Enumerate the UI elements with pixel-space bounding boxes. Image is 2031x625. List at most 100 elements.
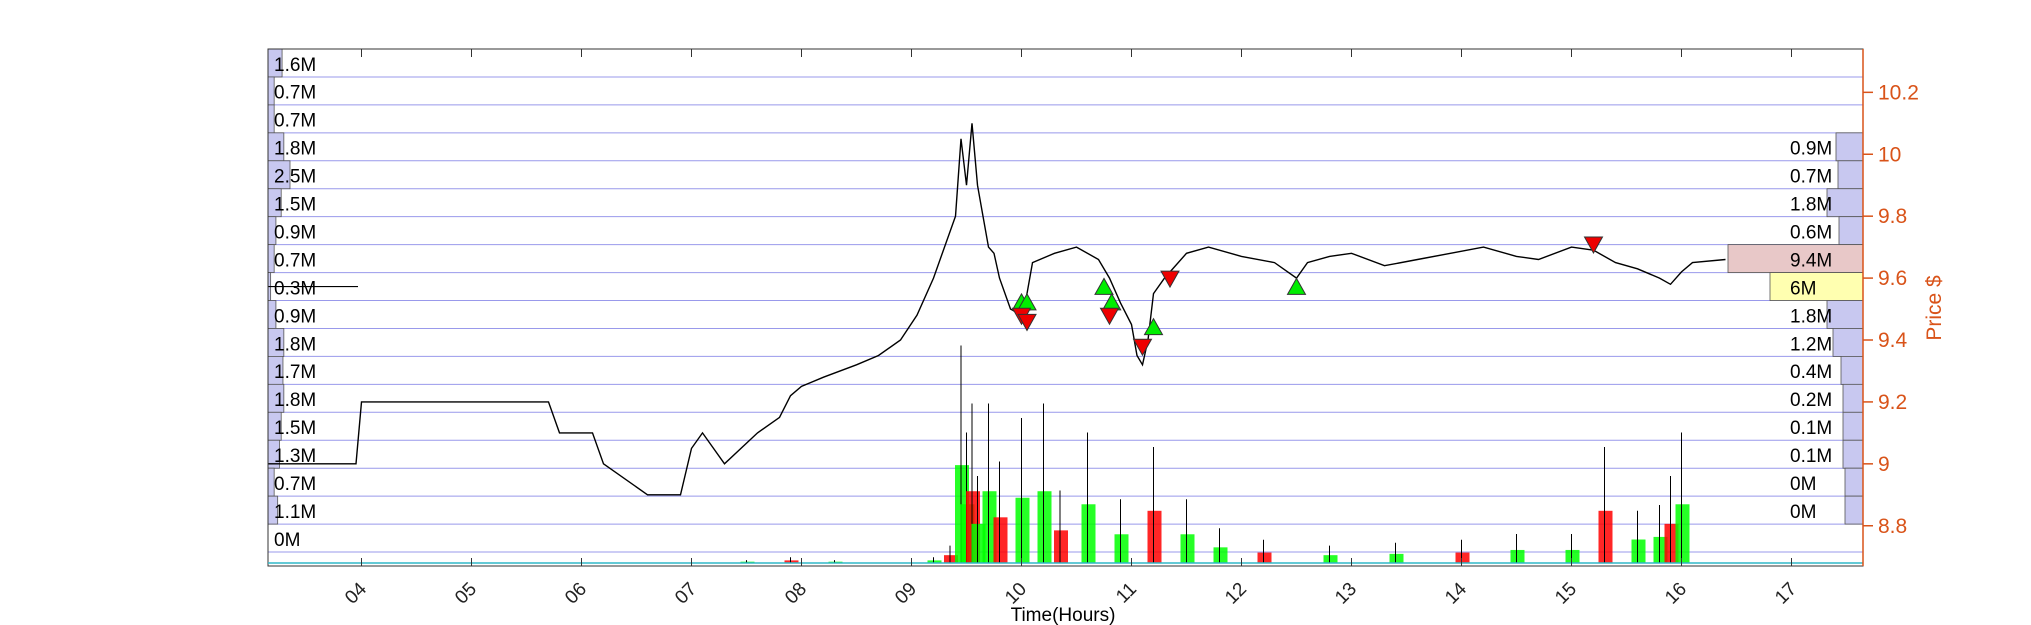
- sell-signal-marker: [1583, 236, 1604, 255]
- volume-bar: [944, 555, 958, 563]
- left-profile-label: 1.6M: [274, 55, 316, 76]
- x-tick-label: 10: [1001, 579, 1031, 609]
- buy-signal-marker: [1094, 277, 1114, 295]
- sell-signal-marker: [1132, 338, 1153, 357]
- left-profile-label: 0.9M: [274, 306, 316, 327]
- y-tick-label: 10: [1878, 143, 1901, 166]
- right-volume-profile: 0.9M 0.7M 1.8M 0.6M 9.4M 6M 1.8M 1.2M 0.4M 0.2M 0.…: [1727, 132, 1864, 525]
- left-profile-label: 1.8M: [274, 334, 316, 355]
- left-profile-label: 0.7M: [274, 474, 316, 495]
- right-profile-label: 0M: [1790, 474, 1816, 495]
- left-profile-label: 0.7M: [274, 250, 316, 271]
- x-tick-label: 11: [1112, 579, 1141, 608]
- left-profile-label: 0M: [274, 530, 300, 551]
- volume-bars: [740, 345, 1690, 563]
- right-profile-bar: [1826, 188, 1864, 218]
- plot-area: [268, 49, 1863, 566]
- y-tick-label: 9.6: [1878, 267, 1907, 290]
- x-tick-label: 17: [1771, 579, 1801, 609]
- right-profile-label: 0.1M: [1790, 446, 1832, 467]
- left-profile-label: 1.3M: [274, 446, 316, 467]
- right-profile-label: 0.6M: [1790, 222, 1832, 243]
- right-profile-label: 1.8M: [1790, 195, 1832, 216]
- right-profile-label: 0.9M: [1790, 139, 1832, 160]
- buy-signal-marker: [1286, 277, 1307, 295]
- right-profile-bar: [1838, 216, 1864, 246]
- right-profile-bar: [1832, 328, 1864, 357]
- sell-signal-marker: [1017, 313, 1037, 332]
- left-profile-label: 1.5M: [274, 195, 316, 216]
- right-profile-bar: [1842, 411, 1864, 441]
- right-profile-label: 1.2M: [1790, 334, 1832, 355]
- left-profile-label: 1.8M: [274, 139, 316, 160]
- grid-lines: [268, 48, 1863, 553]
- volume-bar: [1180, 534, 1195, 563]
- left-profile-label: 0.3M: [274, 278, 316, 299]
- volume-bar: [982, 491, 997, 563]
- right-profile-bar: [1842, 383, 1864, 413]
- left-profile-label: 1.8M: [274, 390, 316, 411]
- volume-bar: [1081, 504, 1096, 563]
- volume-bar: [1598, 510, 1613, 563]
- volume-bar: [1653, 536, 1668, 563]
- volume-bar: [1565, 549, 1580, 563]
- volume-bar: [1114, 534, 1129, 563]
- right-profile-bar: [1769, 272, 1864, 301]
- x-tick-label: 13: [1331, 579, 1361, 609]
- x-tick-label: 14: [1441, 578, 1471, 608]
- volume-bar: [1631, 539, 1646, 563]
- y-tick-label: 10.2: [1878, 81, 1919, 104]
- right-profile-label: 0.4M: [1790, 362, 1832, 383]
- y-tick-label: 9.4: [1878, 329, 1908, 352]
- x-tick-label: 07: [671, 579, 701, 609]
- right-profile-bar: [1844, 467, 1864, 497]
- x-tick-label: 15: [1551, 579, 1581, 609]
- right-profile-bar: [1840, 356, 1864, 385]
- buy-signal-marker: [1143, 317, 1164, 336]
- y-axis-label: Price $: [1923, 275, 1946, 341]
- right-profile-label: 0.7M: [1790, 167, 1832, 188]
- x-tick-label: 04: [341, 578, 371, 608]
- y-tick-label: 9.8: [1878, 205, 1907, 228]
- left-profile-label: 1.1M: [274, 502, 316, 523]
- y-tick-label: 9: [1878, 453, 1890, 476]
- volume-bar: [927, 560, 942, 563]
- right-profile-label: 9.4M: [1790, 250, 1832, 271]
- volume-bar: [1213, 547, 1228, 563]
- right-profile-bar: [1826, 300, 1864, 329]
- volume-bar: [1675, 504, 1690, 563]
- trade-signals: [1011, 236, 1604, 357]
- volume-bar: [1323, 555, 1338, 563]
- x-tick-label: 16: [1661, 579, 1691, 609]
- volume-bar: [1257, 552, 1272, 563]
- volume-bar: [1510, 549, 1525, 563]
- x-tick-label: 08: [781, 579, 811, 609]
- plot-background: [268, 49, 1863, 566]
- volume-bar: [1037, 491, 1052, 563]
- y-tick-label: 9.2: [1878, 391, 1907, 414]
- volume-bar: [784, 560, 799, 563]
- right-profile-label: 0M: [1790, 502, 1816, 523]
- right-profile-label: 0.1M: [1790, 418, 1832, 439]
- volume-bar: [1015, 497, 1030, 563]
- volume-bar: [1054, 530, 1068, 563]
- left-profile-label: 2.5M: [274, 167, 316, 188]
- x-tick-label: 06: [561, 579, 591, 609]
- right-profile-bar: [1844, 495, 1864, 525]
- volume-bar: [971, 523, 986, 563]
- left-volume-profile: 1.6M 0.7M 0.7M 1.8M 2.5M 1.5M 0.9M 0.7M 0.3M 0.9M…: [267, 48, 358, 551]
- right-profile-bar: [1835, 132, 1864, 162]
- volume-bar: [1147, 510, 1162, 563]
- right-profile-label: 6M: [1790, 278, 1816, 299]
- y-tick-label: 8.8: [1878, 515, 1907, 538]
- volume-bar: [1389, 553, 1404, 563]
- x-tick-label: 05: [451, 579, 481, 609]
- x-tick-label: 09: [891, 579, 921, 609]
- volume-bar: [1664, 523, 1679, 563]
- left-profile-label: 1.7M: [274, 362, 316, 383]
- left-profile-label: 1.5M: [274, 418, 316, 439]
- sell-signal-marker: [1160, 270, 1180, 289]
- left-profile-label: 0.7M: [274, 111, 316, 132]
- left-profile-label: 0.7M: [274, 83, 316, 104]
